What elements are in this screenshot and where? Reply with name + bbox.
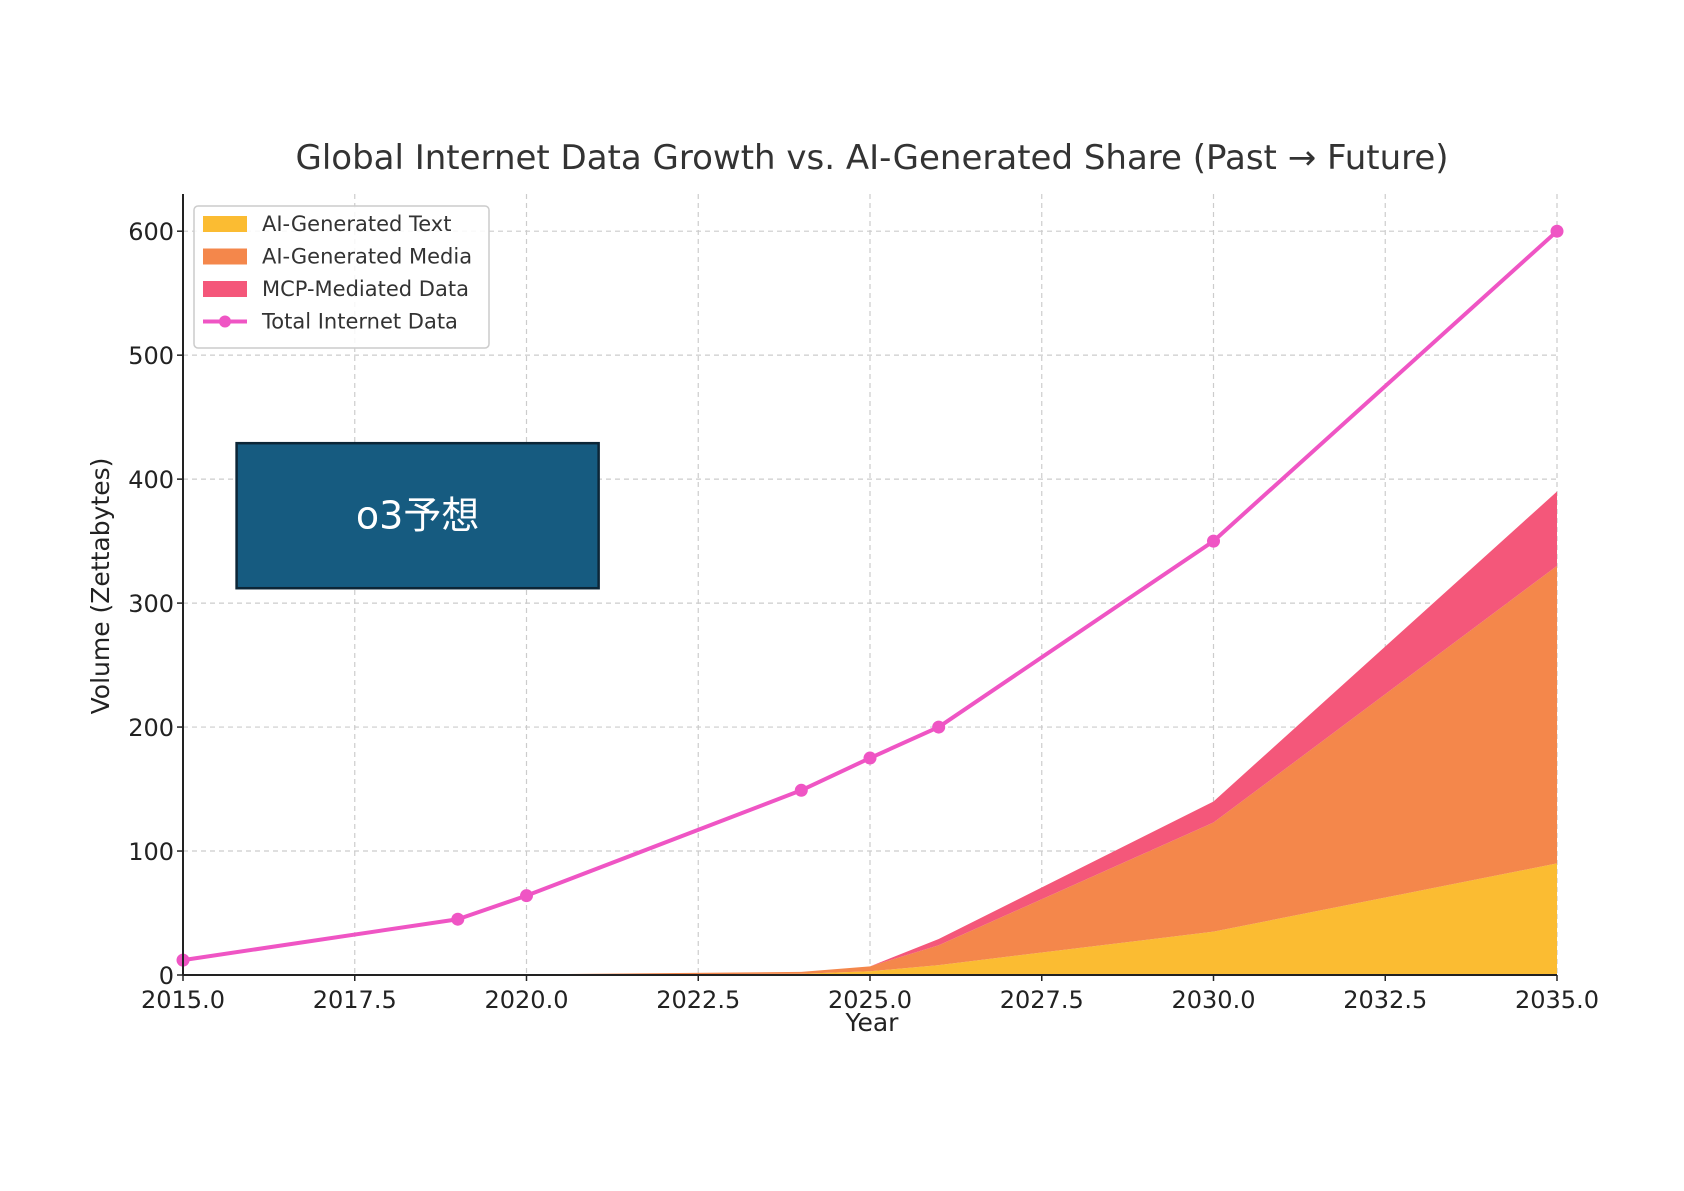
x-tick-label: 2022.5 [656, 986, 740, 1014]
x-tick-label: 2020.0 [485, 986, 569, 1014]
x-tick-label: 2017.5 [313, 986, 397, 1014]
legend-label: MCP-Mediated Data [262, 277, 469, 301]
total-line [182, 229, 1559, 963]
legend-box [193, 205, 490, 349]
x-axis-label: Year [845, 1008, 900, 1037]
area-series-2 [526, 565, 1557, 975]
y-tick-label: 600 [128, 218, 174, 246]
total-line-point [1207, 534, 1220, 548]
y-tick-label: 400 [128, 466, 174, 494]
total-line-point [451, 912, 465, 926]
legend-line-marker [219, 315, 231, 328]
legend-label: Total Internet Data [261, 310, 458, 334]
legend-swatch [203, 281, 247, 297]
y-tick-label: 100 [128, 838, 174, 866]
total-line-point [794, 783, 808, 797]
area-series-1 [526, 863, 1557, 975]
annotation-box: o3予想 [235, 441, 600, 590]
x-tick-label: 2027.5 [1000, 986, 1084, 1014]
y-tick-label: 300 [128, 590, 174, 618]
legend-label: AI-Generated Media [262, 245, 472, 269]
legend-swatch [203, 216, 247, 232]
legend-label: AI-Generated Text [262, 212, 451, 236]
annotation-rect [235, 441, 600, 590]
y-tick-label: 200 [128, 714, 174, 742]
y-tick-label: 0 [159, 962, 174, 990]
total-line-point [1550, 224, 1564, 238]
x-tick-label: 2030.0 [1172, 986, 1256, 1014]
chart-title: Global Internet Data Growth vs. AI-Gener… [295, 138, 1448, 178]
x-tick-label: 2015.0 [141, 986, 225, 1014]
total-line-series [176, 224, 1564, 967]
legend-swatch [203, 248, 247, 265]
annotation-label: o3予想 [356, 494, 479, 538]
legend: AI-Generated Text AI-Generated Media MCP-M… [193, 205, 490, 349]
tick-labels: 2015.0 2017.5 2020.0 2022.5 2025.0 2027.5 2030… [128, 218, 1599, 1014]
total-line-point [863, 751, 877, 765]
total-line-point [932, 720, 946, 734]
x-tick-label: 2035.0 [1515, 986, 1599, 1014]
x-tick-label: 2032.5 [1343, 986, 1427, 1014]
stacked-areas [526, 491, 1557, 975]
x-tick-label: 2025.0 [828, 986, 912, 1014]
y-tick-label: 500 [128, 342, 174, 370]
total-line-point [520, 889, 533, 903]
y-axis-label: Volume (Zettabytes) [86, 458, 115, 715]
